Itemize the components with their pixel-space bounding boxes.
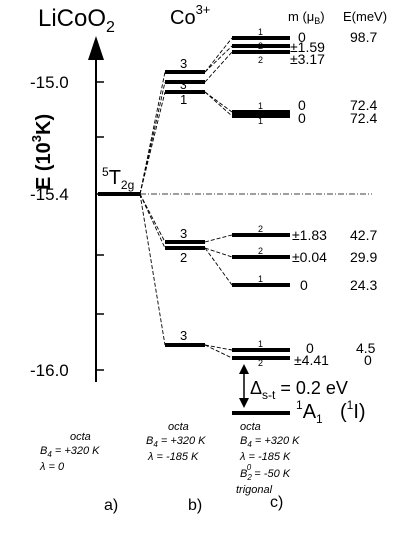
trigonal-degeneracy-labels: 1 2 2 1 1 2 2 1 1 2 [258,27,263,368]
levels-trigonal [232,36,290,415]
degeneracy-label: 2 [258,55,263,65]
ground-level [232,411,290,415]
ion-charge: 3+ [196,2,211,17]
tick-label: -15.4 [30,185,69,204]
title-subscript: 2 [106,19,115,36]
degeneracy-label: 2 [180,250,187,265]
degeneracy-label: 3 [180,78,187,92]
degeneracy-label: 1 [180,92,187,107]
level [165,343,205,347]
tick-label: -16.0 [30,361,69,380]
condition-head: octa [70,431,91,443]
moment-value: ±0.04 [292,249,327,265]
conditions-b: octa B4 = +320 K λ = -185 K [146,421,206,463]
condition-b2: B20 = -50 K [240,463,291,482]
degeneracy-label: 2 [258,246,263,256]
energy-column-header: E(meV) [343,9,387,24]
gap-arrow [239,364,249,408]
energy-axis [88,36,104,382]
moment-value: 0 [298,97,306,113]
level [232,233,290,237]
ion-symbol: Co [170,7,196,29]
degeneracy-label: 1 [258,101,263,111]
degeneracy-label: 1 [258,339,263,349]
energy-value: 4.5 [356,340,376,356]
degeneracy-label: 1 [258,274,263,284]
energy-values: 98.7 72.4 72.4 42.7 29.9 24.3 4.5 0 [350,29,377,368]
moment-value: ±3.17 [290,51,325,67]
moment-values: 0 ±1.59 ±3.17 0 0 ±1.83 ±0.04 0 0 ±4.41 [290,29,329,368]
energy-value: 0 [364,352,372,368]
ion-label: Co3+ [170,2,210,29]
connectors-a-to-b [139,71,166,346]
moment-value: 0 [298,29,306,45]
connectors-b-to-c [204,37,233,359]
moment-value: ±1.59 [290,39,325,55]
degeneracy-label: 2 [258,358,263,368]
m-column-header: m (μB) [288,9,325,26]
condition-b4: B4 = +320 K [40,445,100,459]
level [232,36,290,40]
ground-state-label: 1A1 [296,398,323,426]
condition-lambda: λ = -185 K [147,451,199,463]
level [232,348,290,352]
conditions-c: octa B4 = +320 K λ = -185 K B20 = -50 K … [236,421,300,496]
condition-b4: B4 = +320 K [240,435,300,449]
condition-lambda: λ = 0 [39,461,65,473]
degeneracy-label: 1 [258,116,263,126]
energy-value: 72.4 [350,97,377,113]
degeneracy-label: 1 [258,27,263,37]
term-symbol: 5T2g [102,165,134,192]
condition-head: octa [240,421,261,433]
gap-label: Δs-t = 0.2 eV [250,378,348,402]
axis-arrowhead [88,36,104,60]
energy-value: 98.7 [350,29,377,45]
ground-state-paren: (1I) [340,398,366,423]
moment-value: ±1.83 [292,227,327,243]
tick-label: -15.0 [30,73,69,92]
energy-value: 42.7 [350,227,377,243]
degeneracy-label: 3 [180,328,187,343]
title: LiCoO2 [38,5,115,36]
level [232,44,290,48]
moment-value: 0 [306,340,314,356]
degeneracy-label: 3 [180,56,187,71]
condition-head: octa [168,421,189,433]
level [232,114,290,118]
level [232,50,290,54]
level [165,90,205,94]
energy-value: 29.9 [350,249,377,265]
title-compound: LiCoO [38,5,106,32]
level-t2g [98,192,140,196]
degeneracy-label: 3 [180,226,187,241]
condition-lambda: λ = -185 K [239,451,291,463]
moment-value: 0 [298,110,306,126]
levels-octa-lambda [165,70,205,347]
moment-value: ±4.41 [294,352,329,368]
conditions-a: octa B4 = +320 K λ = 0 [39,431,100,473]
level [232,255,290,259]
condition-b4: B4 = +320 K [146,435,206,449]
level [232,283,290,287]
level [165,240,205,244]
energy-value: 24.3 [350,277,377,293]
degeneracy-label: 2 [258,41,263,51]
condition-tail: trigonal [236,484,273,496]
level [165,246,205,250]
level [165,80,205,84]
level [232,110,290,114]
moment-value: 0 [300,277,308,293]
energy-value: 72.4 [350,110,377,126]
level [165,70,205,74]
level [232,356,290,360]
axis-label: E (103K) [29,114,55,190]
panel-label-b: b) [188,497,202,514]
degeneracy-label: 2 [258,224,263,234]
panel-label-a: a) [104,497,118,514]
panel-label-c: c) [270,494,283,511]
